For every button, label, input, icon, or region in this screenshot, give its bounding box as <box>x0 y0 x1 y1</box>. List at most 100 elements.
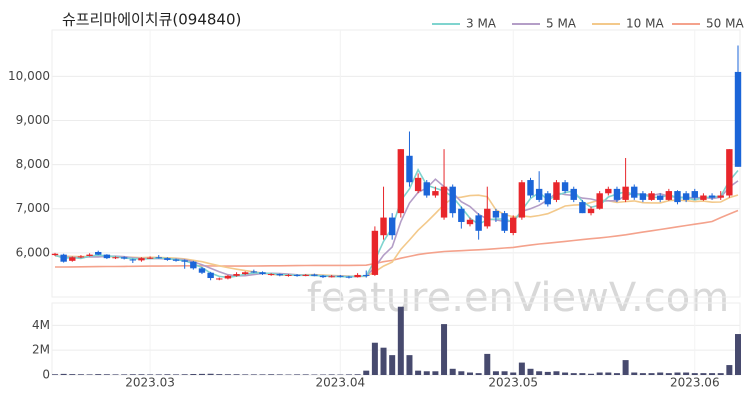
candle-body <box>86 254 93 256</box>
volume-bar <box>527 368 534 375</box>
candle-body <box>198 268 206 273</box>
candle-body <box>190 261 197 269</box>
candle-body <box>432 191 439 196</box>
candle-body <box>250 271 258 273</box>
candle-body <box>570 188 577 200</box>
candle-body <box>112 257 119 259</box>
volume-bar <box>173 374 180 375</box>
volume-bar <box>683 372 690 375</box>
volume-bar <box>302 374 309 375</box>
volume-bar <box>138 374 145 375</box>
volume-bar <box>224 374 231 375</box>
candle-body <box>466 219 474 225</box>
candle-body <box>639 193 647 200</box>
candle-body <box>51 253 59 256</box>
y-tick-label: 6,000 <box>16 245 50 259</box>
volume-bar <box>674 372 681 375</box>
candle-body <box>579 202 586 214</box>
volume-bar <box>735 334 741 375</box>
candle-body <box>155 257 162 259</box>
candle-body <box>700 195 707 200</box>
volume-bar <box>553 371 560 375</box>
legend-label: 5 MA <box>546 17 577 31</box>
candle-body <box>138 258 145 261</box>
candle-body <box>734 71 742 167</box>
volume-bar <box>268 374 275 375</box>
candle-body <box>60 254 67 262</box>
volume-bar <box>475 373 482 375</box>
volume-bar <box>216 374 223 375</box>
candle-body <box>691 191 698 198</box>
candle-body <box>276 274 283 276</box>
volume-bar <box>345 374 352 375</box>
volume-bar <box>657 372 664 375</box>
volume-bar <box>259 374 266 375</box>
candle-body <box>527 180 534 196</box>
y-tick-label: 10,000 <box>8 69 50 83</box>
candle-body <box>224 275 232 279</box>
candle-body <box>622 186 629 200</box>
volume-bar <box>233 374 240 375</box>
x-tick-label: 2023.04 <box>315 376 365 390</box>
volume-bar <box>190 374 197 375</box>
volume-bar <box>389 355 396 375</box>
candle-body <box>380 217 387 236</box>
volume-tick-label: 4M <box>32 318 50 332</box>
candle-body <box>164 258 171 260</box>
volume-bar <box>466 372 473 375</box>
legend-label: 50 MA <box>706 17 744 31</box>
volume-bar <box>155 374 162 375</box>
volume-bar <box>717 373 724 375</box>
candle-body <box>397 149 405 214</box>
volume-bar <box>432 371 439 375</box>
volume-bar <box>579 373 586 375</box>
candle-body <box>510 217 517 234</box>
volume-bar <box>112 374 119 375</box>
volume-tick-label: 0 <box>42 368 50 382</box>
volume-bar <box>648 373 655 375</box>
candle-body <box>414 177 422 192</box>
candle-body <box>371 230 379 275</box>
volume-tick-label: 2M <box>32 343 50 357</box>
candle-body <box>406 155 413 183</box>
volume-bar <box>613 373 620 375</box>
volume-bar <box>95 374 102 375</box>
ma-line <box>54 168 739 279</box>
candle-body <box>388 217 396 236</box>
candle-body <box>682 193 690 200</box>
volume-bar <box>536 371 543 375</box>
candle-body <box>561 182 569 192</box>
volume-bar <box>596 372 603 375</box>
candle-body <box>458 208 465 222</box>
candle-body <box>363 274 370 276</box>
ma-line <box>55 209 739 268</box>
candle-body <box>648 193 655 200</box>
volume-bar <box>501 371 508 375</box>
candle-body <box>95 251 102 255</box>
candle-body <box>492 210 500 218</box>
y-tick-label: 9,000 <box>16 113 50 127</box>
volume-bar <box>103 374 110 375</box>
candle-body <box>129 259 137 261</box>
volume-bar <box>570 373 577 375</box>
candle-body <box>449 186 456 214</box>
volume-bar <box>363 370 370 375</box>
volume-bar <box>328 374 335 375</box>
candle-body <box>587 208 595 214</box>
chart-title: 슈프리마에이치큐(094840) <box>62 11 241 29</box>
volume-bar <box>354 374 361 375</box>
volume-bar <box>207 373 214 375</box>
volume-bar <box>164 374 171 375</box>
volume-bar <box>406 355 413 375</box>
volume-bar <box>371 342 378 375</box>
candle-body <box>423 182 430 196</box>
candle-body <box>216 278 223 280</box>
volume-bar <box>639 373 646 375</box>
volume-bar <box>181 374 188 375</box>
candle-body <box>285 274 292 276</box>
watermark: feature.enViewV.com <box>307 275 729 321</box>
candle-body <box>544 193 551 205</box>
volume-bar <box>242 374 249 375</box>
candle-body <box>484 208 491 227</box>
